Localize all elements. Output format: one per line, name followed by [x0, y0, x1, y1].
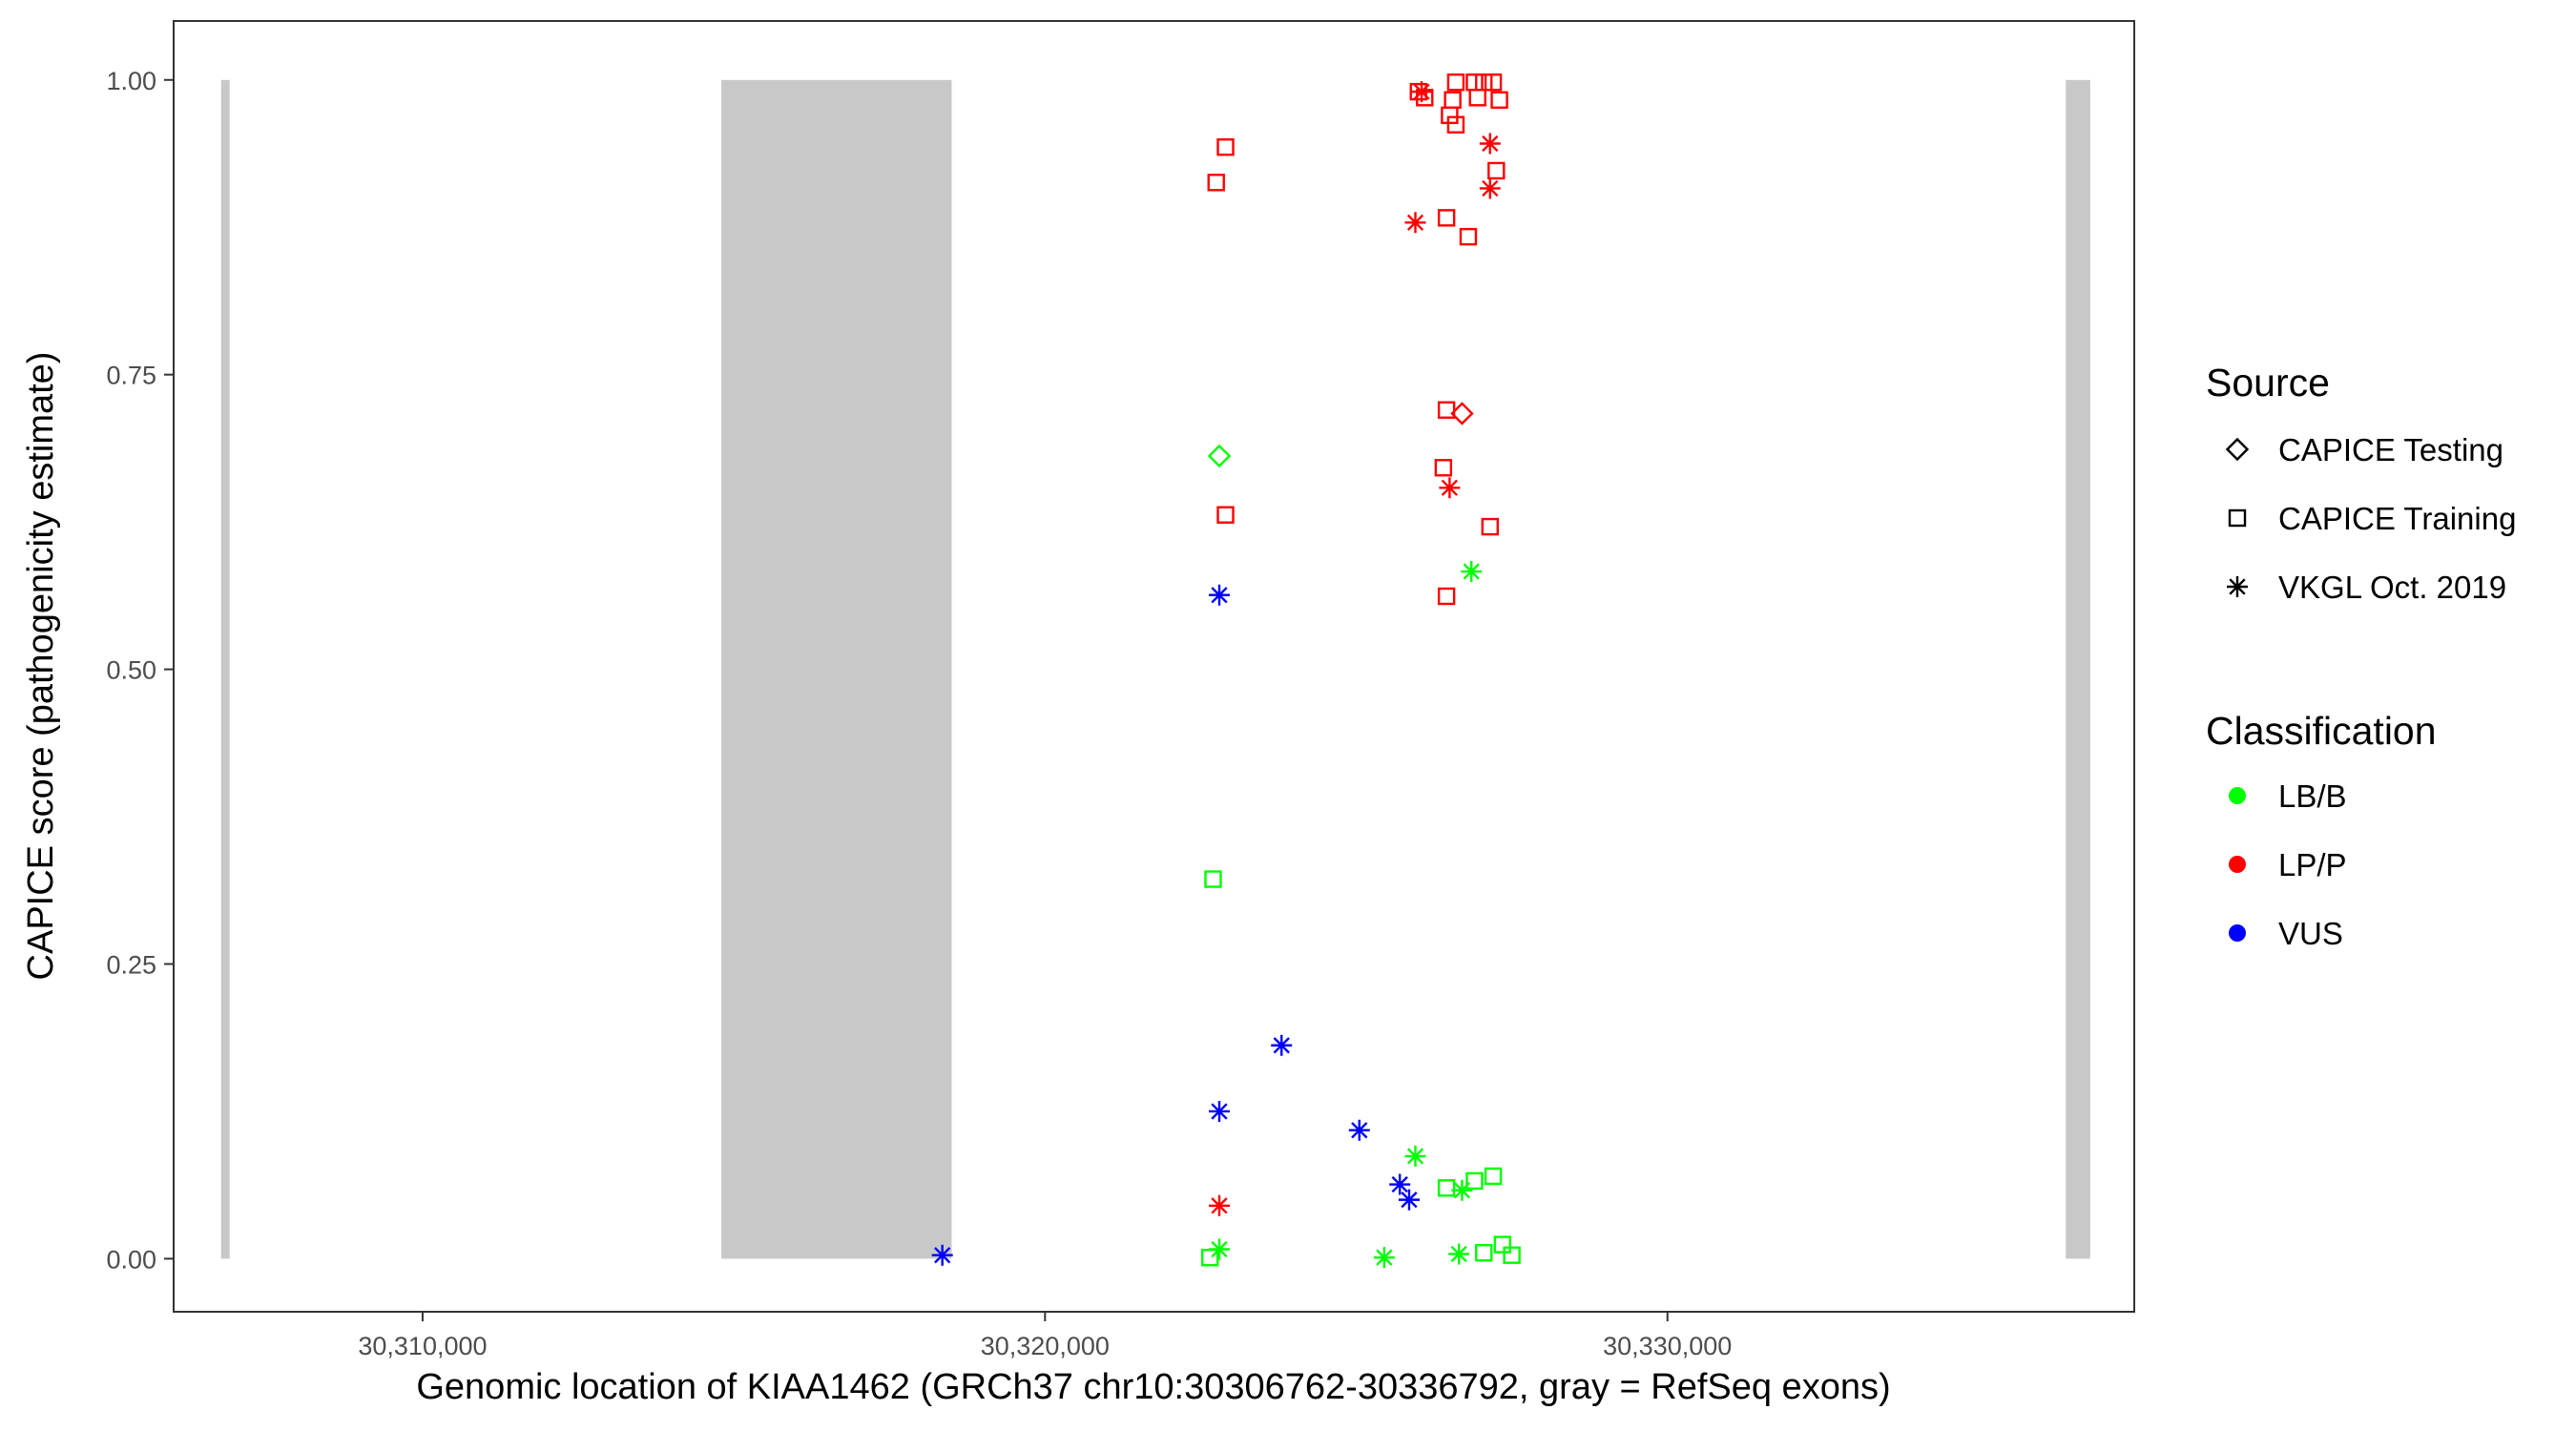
data-point-47 — [1348, 1119, 1370, 1141]
data-point-50 — [931, 1244, 953, 1266]
data-point-40 — [1451, 1179, 1473, 1201]
data-point-38 — [1461, 561, 1483, 583]
x-tick-label-1: 30,310,000 — [358, 1332, 487, 1360]
exon-band-3 — [2066, 79, 2090, 1259]
data-point-45 — [1271, 1034, 1293, 1056]
legend-source-key-2 — [2228, 508, 2247, 528]
exon-band-2 — [721, 79, 952, 1259]
data-point-48 — [1389, 1173, 1411, 1195]
data-point-18 — [1434, 459, 1453, 477]
data-point-28 — [1503, 1246, 1521, 1264]
y-tick-label-4: 0.75 — [106, 362, 156, 390]
data-point-30 — [1450, 402, 1474, 425]
plot-panel-border — [173, 20, 2135, 1313]
data-point-2 — [1446, 73, 1465, 92]
data-point-44 — [1209, 584, 1230, 606]
data-point-46 — [1209, 1100, 1230, 1122]
data-point-group — [931, 73, 1521, 1269]
data-point-36 — [1439, 477, 1461, 499]
data-point-49 — [1398, 1189, 1420, 1211]
legend-classification-items: LB/B LP/P VUS — [2229, 778, 2347, 951]
y-tick-label-5: 1.00 — [106, 67, 156, 95]
data-point-33 — [1479, 133, 1501, 155]
data-point-21 — [1437, 587, 1456, 606]
data-point-39 — [1404, 1145, 1426, 1167]
data-point-35 — [1404, 212, 1426, 234]
legend-class-key-1 — [2229, 787, 2246, 804]
legend-source-key-1 — [2225, 437, 2250, 462]
data-point-37 — [1209, 1194, 1230, 1216]
data-point-10 — [1441, 106, 1459, 125]
legend-class-label-1: LB/B — [2278, 778, 2347, 814]
data-point-23 — [1484, 1167, 1503, 1186]
legend-source-label-1: CAPICE Testing — [2278, 432, 2503, 467]
data-point-8 — [1468, 89, 1486, 107]
legend-class-label-3: VUS — [2278, 916, 2343, 951]
exon-band-group — [220, 79, 2090, 1259]
data-point-19 — [1216, 506, 1235, 524]
legend-source-key-3 — [2227, 576, 2248, 597]
data-point-13 — [1207, 174, 1225, 192]
data-point-31 — [1207, 444, 1232, 468]
data-point-14 — [1487, 161, 1506, 180]
y-tick-label-2: 0.25 — [106, 950, 156, 979]
data-point-16 — [1459, 227, 1478, 246]
exon-band-1 — [220, 79, 230, 1259]
legend-source-label-3: VKGL Oct. 2019 — [2278, 570, 2506, 605]
legend: Source CAPICE Testing CAPICE Training VKGL… — [2206, 361, 2516, 951]
x-axis: 30,310,000 30,320,000 30,330,000 — [358, 1312, 1732, 1360]
legend-source-label-2: CAPICE Training — [2278, 501, 2516, 536]
y-tick-label-1: 0.00 — [106, 1245, 156, 1274]
x-tick-label-3: 30,330,000 — [1603, 1332, 1732, 1360]
data-point-32 — [1411, 81, 1433, 103]
legend-class-key-3 — [2229, 924, 2246, 942]
legend-class-key-2 — [2229, 856, 2246, 873]
data-point-43 — [1448, 1243, 1470, 1265]
y-axis: 0.00 0.25 0.50 0.75 1.00 — [106, 67, 174, 1274]
y-axis-title: CAPICE score (pathogenicity estimate) — [21, 352, 61, 981]
legend-source-title: Source — [2206, 361, 2330, 404]
data-point-24 — [1465, 1172, 1484, 1191]
data-point-12 — [1216, 138, 1235, 156]
data-point-25 — [1437, 1179, 1456, 1197]
data-point-5 — [1484, 73, 1503, 92]
data-point-41 — [1209, 1238, 1230, 1260]
y-tick-label-3: 0.50 — [106, 656, 156, 685]
legend-class-label-2: LP/P — [2278, 847, 2347, 882]
data-point-20 — [1481, 517, 1499, 536]
data-point-26 — [1493, 1235, 1512, 1254]
x-tick-label-2: 30,320,000 — [981, 1332, 1110, 1360]
data-point-11 — [1446, 115, 1465, 134]
data-point-34 — [1479, 177, 1501, 199]
data-point-42 — [1373, 1247, 1395, 1269]
data-point-15 — [1437, 209, 1456, 227]
data-point-9 — [1490, 91, 1508, 109]
data-point-27 — [1475, 1244, 1493, 1262]
data-point-22 — [1204, 870, 1222, 888]
x-axis-title: Genomic location of KIAA1462 (GRCh37 chr… — [416, 1367, 1890, 1407]
legend-source-items: CAPICE Testing CAPICE Training VKGL Oct. 2… — [2225, 432, 2516, 605]
legend-classification-title: Classification — [2206, 709, 2437, 753]
